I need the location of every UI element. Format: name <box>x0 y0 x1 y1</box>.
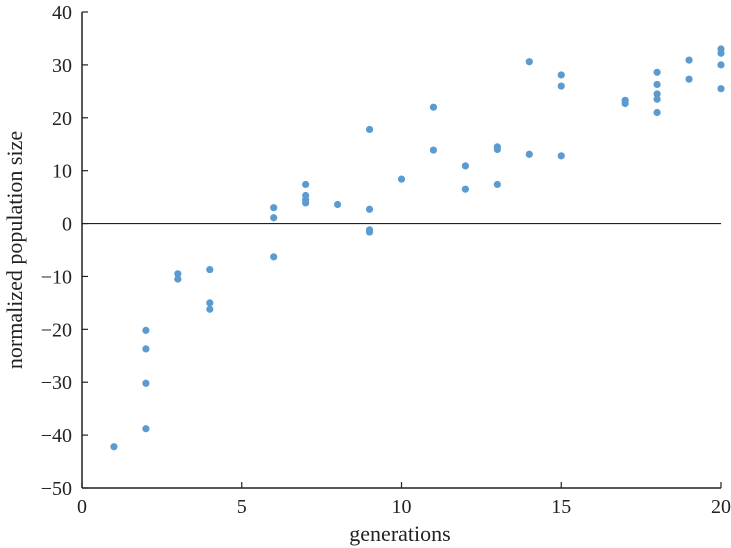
y-tick-label: 10 <box>52 161 72 183</box>
data-point <box>461 162 469 170</box>
data-point <box>270 204 278 212</box>
y-tick-label: −30 <box>41 372 72 394</box>
data-point <box>206 299 214 307</box>
data-point <box>653 108 661 117</box>
y-axis-title: normalized population size <box>2 131 27 369</box>
data-point <box>621 99 629 108</box>
plot-area <box>81 12 721 489</box>
y-axis-ticks: −50 −40 −30 −20 −10 0 10 20 30 40 <box>41 2 88 500</box>
data-point <box>525 58 533 66</box>
y-tick-label: 20 <box>52 108 72 130</box>
data-point <box>429 146 438 154</box>
data-point <box>302 180 310 189</box>
data-point <box>206 305 214 313</box>
data-point <box>334 200 342 209</box>
data-point <box>685 75 693 83</box>
data-point <box>270 253 278 261</box>
data-point <box>461 185 469 193</box>
data-point <box>653 90 661 98</box>
data-point <box>206 265 214 274</box>
y-tick-label: 0 <box>62 214 72 236</box>
data-point <box>142 345 150 353</box>
data-point <box>717 85 725 93</box>
x-tick-label: 5 <box>237 496 247 518</box>
y-tick-label: −10 <box>41 266 72 288</box>
y-tick-label: 30 <box>52 55 72 77</box>
x-tick-label: 10 <box>392 496 412 518</box>
data-point <box>110 443 118 451</box>
data-point <box>717 61 725 69</box>
data-point <box>365 205 374 213</box>
data-point <box>557 82 565 90</box>
data-point <box>174 275 182 283</box>
data-point <box>493 180 501 189</box>
data-point <box>685 56 693 64</box>
data-point <box>142 425 150 433</box>
data-point <box>174 270 182 278</box>
y-tick-label: −20 <box>41 319 72 341</box>
data-point <box>365 125 374 134</box>
x-tick-label: 15 <box>551 496 571 518</box>
data-point <box>557 71 565 79</box>
data-point <box>142 379 150 387</box>
data-point <box>302 199 310 207</box>
y-tick-label: 40 <box>52 2 72 24</box>
data-point <box>365 228 374 236</box>
data-point <box>429 103 438 111</box>
data-point <box>557 152 565 160</box>
data-point <box>525 150 533 158</box>
data-point <box>397 175 406 183</box>
data-point <box>653 80 661 89</box>
x-tick-label: 0 <box>77 496 87 518</box>
data-point <box>493 145 501 154</box>
data-point <box>653 68 661 76</box>
x-axis-title: generations <box>349 521 450 546</box>
data-points <box>110 45 725 451</box>
data-point <box>717 49 725 57</box>
data-point <box>270 214 278 222</box>
y-tick-label: −50 <box>41 478 72 500</box>
x-tick-label: 20 <box>711 496 731 518</box>
x-axis-ticks: 0 5 10 15 20 <box>77 482 731 518</box>
data-point <box>142 326 150 334</box>
data-point <box>653 95 661 103</box>
y-tick-label: −40 <box>41 425 72 447</box>
